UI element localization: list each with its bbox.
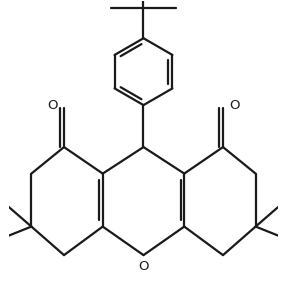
Text: O: O [229, 99, 240, 112]
Text: O: O [138, 260, 149, 273]
Text: O: O [47, 99, 58, 112]
